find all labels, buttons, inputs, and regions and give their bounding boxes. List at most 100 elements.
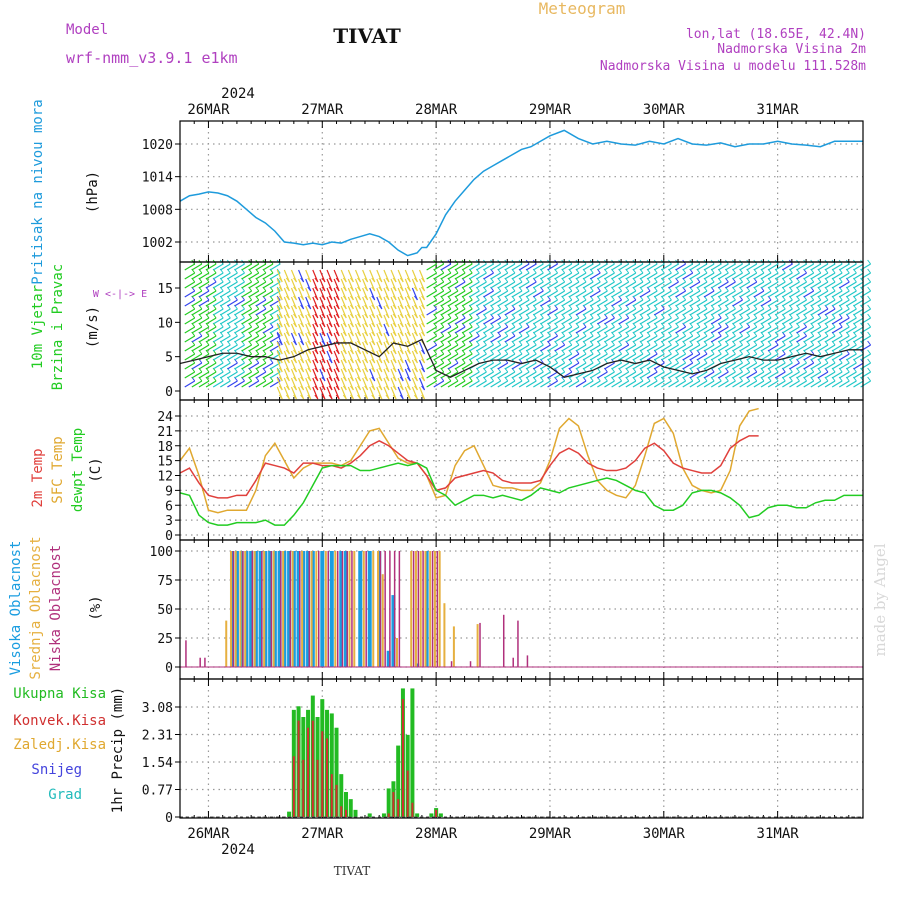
wind-barb — [597, 272, 608, 280]
wind-barb — [312, 359, 319, 373]
wind-barb — [205, 362, 217, 370]
wind-barb — [255, 371, 267, 379]
wind-barb — [184, 371, 196, 379]
wind-barb — [504, 380, 516, 388]
wind-barb-flag — [371, 295, 376, 301]
wind-barb — [426, 281, 437, 289]
wind-barb — [191, 272, 203, 280]
wind-barb-flag — [276, 340, 281, 346]
wind-barb — [753, 371, 765, 379]
wind-barb — [810, 371, 822, 379]
wind-barb — [796, 353, 807, 361]
wind-barb — [440, 344, 452, 352]
wind-barb-flag — [392, 295, 397, 301]
mid_cloud-bar — [334, 551, 337, 667]
wind-barb — [796, 344, 807, 352]
wind-barb — [241, 362, 252, 370]
wind-barb-flag — [285, 376, 290, 382]
wind-barb — [597, 371, 608, 379]
precip-conv-bar — [340, 806, 343, 817]
wind-barb — [205, 317, 217, 325]
station-title: TIVAT — [333, 24, 401, 48]
wind-barb — [604, 317, 615, 325]
wind-barb — [774, 335, 786, 343]
wind-barb — [632, 281, 644, 289]
wind-barb — [853, 380, 864, 388]
wind-barb — [817, 299, 829, 307]
wind-barb — [426, 326, 437, 334]
wind-barb — [675, 290, 686, 298]
wind-barb — [262, 290, 274, 298]
wind-barb-flag — [406, 394, 411, 400]
wind-barb — [469, 308, 480, 316]
wind-barb — [639, 380, 651, 388]
wind-barb — [589, 353, 601, 361]
low_cloud-bar — [384, 551, 386, 667]
wind-barb — [369, 377, 376, 391]
wind-barb — [568, 353, 580, 361]
wind-barb — [838, 362, 850, 370]
wind-barb — [789, 308, 800, 316]
wind-barb — [404, 296, 411, 310]
wind-barb — [340, 287, 347, 301]
wind-barb — [611, 353, 622, 361]
wind-barb — [476, 371, 487, 379]
wind-barb — [725, 371, 736, 379]
wind-barb — [241, 281, 252, 289]
wind-barb — [746, 272, 758, 280]
wind-barb — [411, 359, 418, 373]
wind-barb-flag — [321, 367, 326, 373]
y-tick-label: 2.31 — [142, 729, 173, 744]
wind-barb — [760, 371, 772, 379]
y-tick-label: 21 — [157, 425, 173, 440]
wind-barb — [860, 353, 871, 361]
wind-barb — [269, 263, 281, 271]
wind-barb — [774, 290, 786, 298]
wind-barb — [575, 281, 587, 289]
precip-legend-item: Snijeg — [31, 762, 82, 778]
wind-barb — [248, 326, 260, 334]
wind-barb — [298, 287, 305, 301]
wind-barb-flag — [300, 304, 304, 310]
wind-barb — [184, 299, 196, 307]
wind-barb-flag — [349, 322, 354, 328]
high_cloud-bar — [329, 551, 334, 667]
low_cloud-bar — [450, 661, 453, 667]
wind-barb — [490, 335, 501, 343]
wind-barb — [525, 281, 537, 289]
wind-barb — [383, 341, 390, 355]
wind-barb — [653, 317, 665, 325]
wind-barb-flag — [293, 304, 297, 310]
wind-barb — [646, 263, 658, 271]
wind-barb-flag — [307, 367, 312, 373]
wind-barb — [561, 299, 573, 307]
wind-barb — [227, 263, 238, 271]
wind-barb-flag — [300, 376, 304, 382]
wind-barb — [732, 317, 743, 325]
mid_cloud-bar — [433, 551, 436, 667]
low_cloud-bar — [393, 551, 396, 667]
dew-line — [179, 462, 863, 526]
wind-barb — [824, 317, 836, 325]
panel-frame — [179, 399, 864, 541]
wind-barb — [511, 380, 523, 388]
wind-barb-flag — [278, 277, 283, 283]
mid_cloud-bar — [263, 551, 266, 667]
wind-barb — [333, 323, 340, 337]
wind-barb — [597, 308, 608, 316]
wind-barb — [376, 305, 383, 319]
wind-barb-flag — [335, 358, 340, 364]
wind-barb — [732, 272, 743, 280]
wind-barb — [276, 350, 283, 364]
wind-barb — [767, 272, 779, 280]
wind-barb — [369, 287, 376, 301]
wind-barb — [447, 281, 459, 289]
wind-barb — [782, 326, 793, 334]
wind-barb — [248, 299, 260, 307]
wind-barb — [810, 326, 822, 334]
wind-barb — [404, 386, 411, 400]
mid_cloud-bar — [225, 620, 228, 667]
wind-barb — [255, 290, 267, 298]
wind-barb — [511, 263, 523, 271]
wind-barb — [718, 272, 729, 280]
